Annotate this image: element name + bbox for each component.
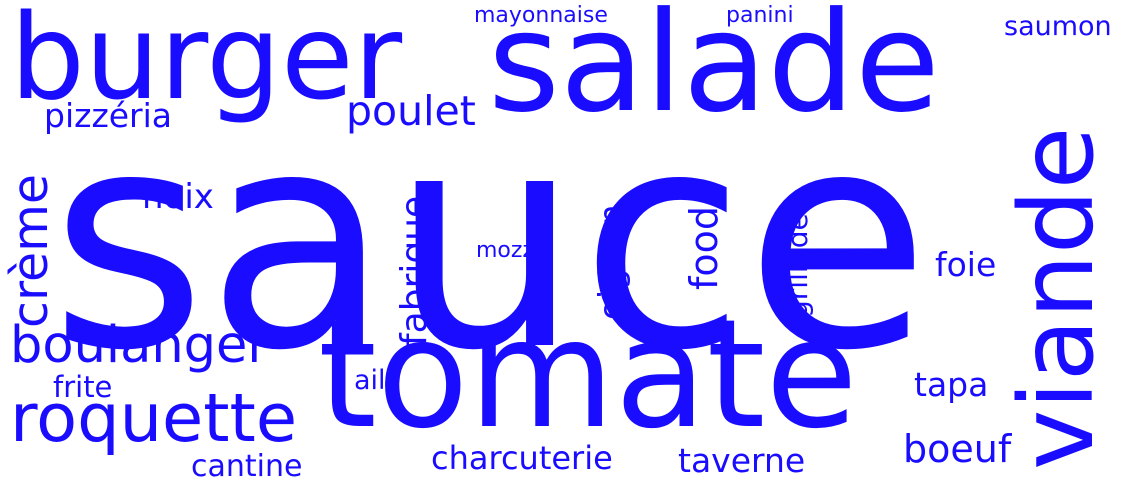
- word-ail: ail: [354, 367, 386, 394]
- word-creme: crème: [6, 174, 55, 328]
- word-oignon: oignon: [595, 204, 629, 320]
- word-mayonnaise: mayonnaise: [474, 5, 608, 27]
- word-saumon: saumon: [1004, 13, 1112, 40]
- word-fabrique: fabrique: [397, 196, 433, 346]
- word-foie: foie: [935, 248, 996, 281]
- word-cantine: cantine: [191, 452, 302, 482]
- word-food: food: [685, 206, 723, 290]
- word-frite: frite: [53, 373, 112, 402]
- word-charcuterie: charcuterie: [431, 442, 613, 474]
- word-panini: panini: [726, 5, 794, 27]
- word-poulet: poulet: [346, 91, 476, 132]
- word-tapa: tapa: [914, 368, 988, 401]
- word-boeuf: boeuf: [903, 430, 1011, 468]
- word-viande: viande: [1007, 127, 1109, 470]
- word-noix: noix: [142, 180, 214, 214]
- word-pizzeria: pizzéria: [44, 99, 172, 132]
- word-taverne: taverne: [678, 444, 805, 477]
- word-mozza: mozza: [476, 240, 547, 262]
- word-grillade: grillade: [784, 213, 812, 318]
